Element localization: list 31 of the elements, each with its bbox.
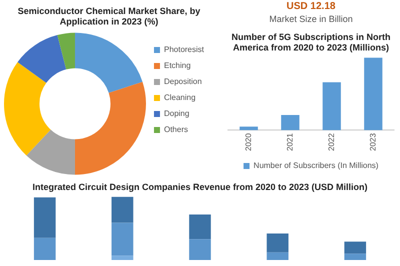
bar — [189, 214, 211, 240]
x-tick-label: 2023 — [368, 132, 378, 151]
bar — [112, 196, 134, 223]
bar — [364, 58, 382, 130]
bar — [266, 252, 288, 260]
legend-label: Doping — [164, 109, 190, 118]
bar — [189, 239, 211, 260]
chart-title: Semiconductor Chemical Market Share, by Application in 2023 (%) — [18, 6, 200, 27]
bar — [266, 233, 288, 252]
bar — [112, 222, 134, 256]
x-tick-label: 2021 — [285, 132, 294, 151]
bar — [281, 114, 300, 130]
bar — [344, 242, 366, 254]
bar — [34, 197, 56, 238]
legend-label: Cleaning — [164, 93, 196, 102]
bar — [344, 254, 366, 260]
legend-label: Etching — [164, 61, 191, 70]
text: USD 12.18 — [286, 0, 336, 13]
chart-title: Number of 5G Subscriptions in North America from 2020 to 2023 (Millions) — [231, 32, 391, 53]
legend-label: Others — [164, 125, 188, 134]
text: Market Size in Billion — [268, 13, 354, 26]
bar — [34, 238, 56, 260]
x-tick-label: 2020 — [244, 132, 253, 151]
legend-label: Number of Subscribers (In Millions) — [254, 161, 379, 170]
legend-label: Photoresist — [164, 45, 205, 54]
legend-label: Deposition — [164, 77, 202, 86]
bar — [322, 82, 341, 130]
bar — [240, 126, 258, 130]
bar — [112, 256, 134, 260]
chart-title: Integrated Circuit Design Companies Revenue from 2020 to 2023 (USD Million) — [32, 182, 368, 192]
x-tick-label: 2022 — [326, 132, 336, 151]
